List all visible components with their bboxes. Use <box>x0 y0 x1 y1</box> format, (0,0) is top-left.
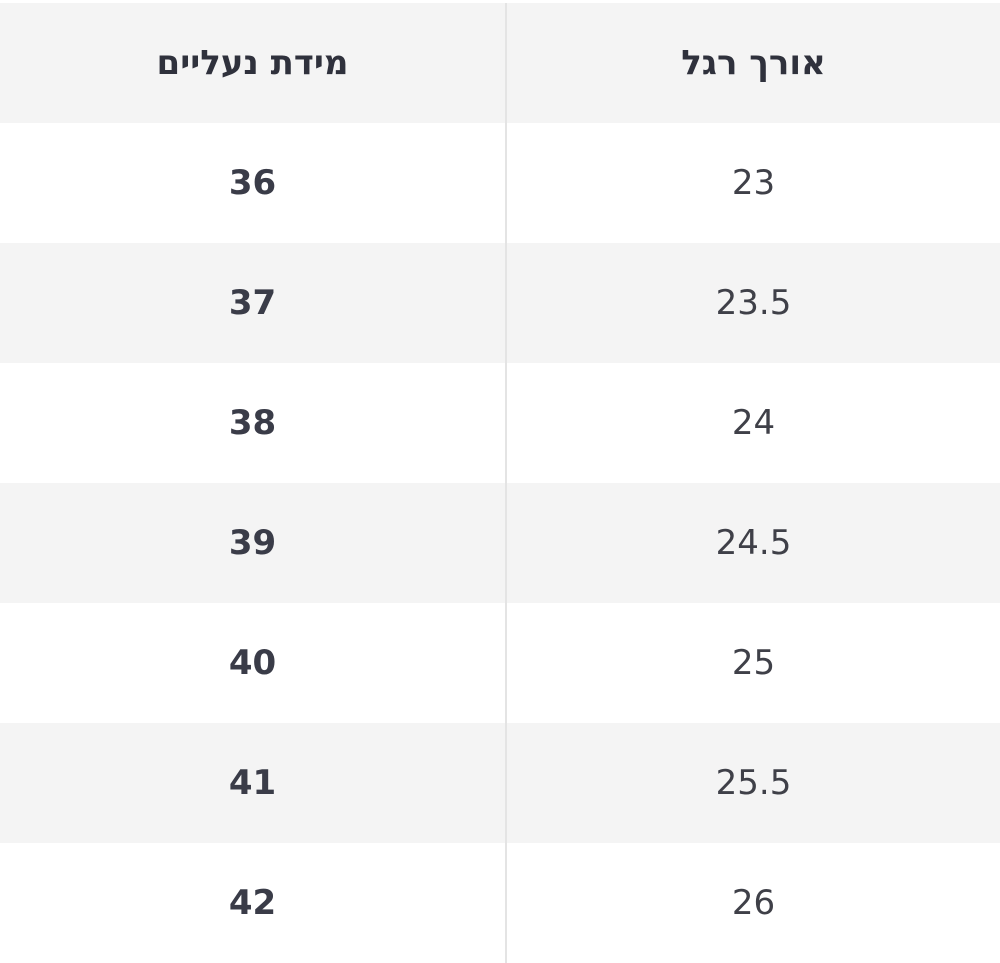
table-header-row: מידת נעליים אורך רגל <box>0 3 1000 123</box>
foot-length-cell: 24.5 <box>505 483 1000 603</box>
header-shoe-size: מידת נעליים <box>156 43 349 83</box>
foot-length-cell: 25 <box>505 603 1000 723</box>
table-row: 40 25 <box>0 603 1000 723</box>
table-row: 39 24.5 <box>0 483 1000 603</box>
shoe-size-cell: 41 <box>228 763 277 803</box>
table-row: 37 23.5 <box>0 243 1000 363</box>
table-row: 36 23 <box>0 123 1000 243</box>
foot-length-cell: 24 <box>505 363 1000 483</box>
shoe-size-cell: 36 <box>228 163 277 203</box>
shoe-size-cell: 39 <box>228 523 277 563</box>
table-row: 42 26 <box>0 843 1000 963</box>
foot-length-cell: 25.5 <box>505 723 1000 843</box>
foot-length-cell: 23.5 <box>505 243 1000 363</box>
foot-length-cell: 23 <box>505 123 1000 243</box>
size-chart-table: מידת נעליים אורך רגל 36 23 37 23.5 38 24… <box>0 3 1000 963</box>
shoe-size-cell: 38 <box>228 403 277 443</box>
shoe-size-cell: 42 <box>228 883 277 923</box>
shoe-size-cell: 40 <box>228 643 277 683</box>
header-foot-length: אורך רגל <box>505 3 1000 123</box>
table-row: 38 24 <box>0 363 1000 483</box>
foot-length-cell: 26 <box>505 843 1000 963</box>
table-row: 41 25.5 <box>0 723 1000 843</box>
shoe-size-cell: 37 <box>228 283 277 323</box>
